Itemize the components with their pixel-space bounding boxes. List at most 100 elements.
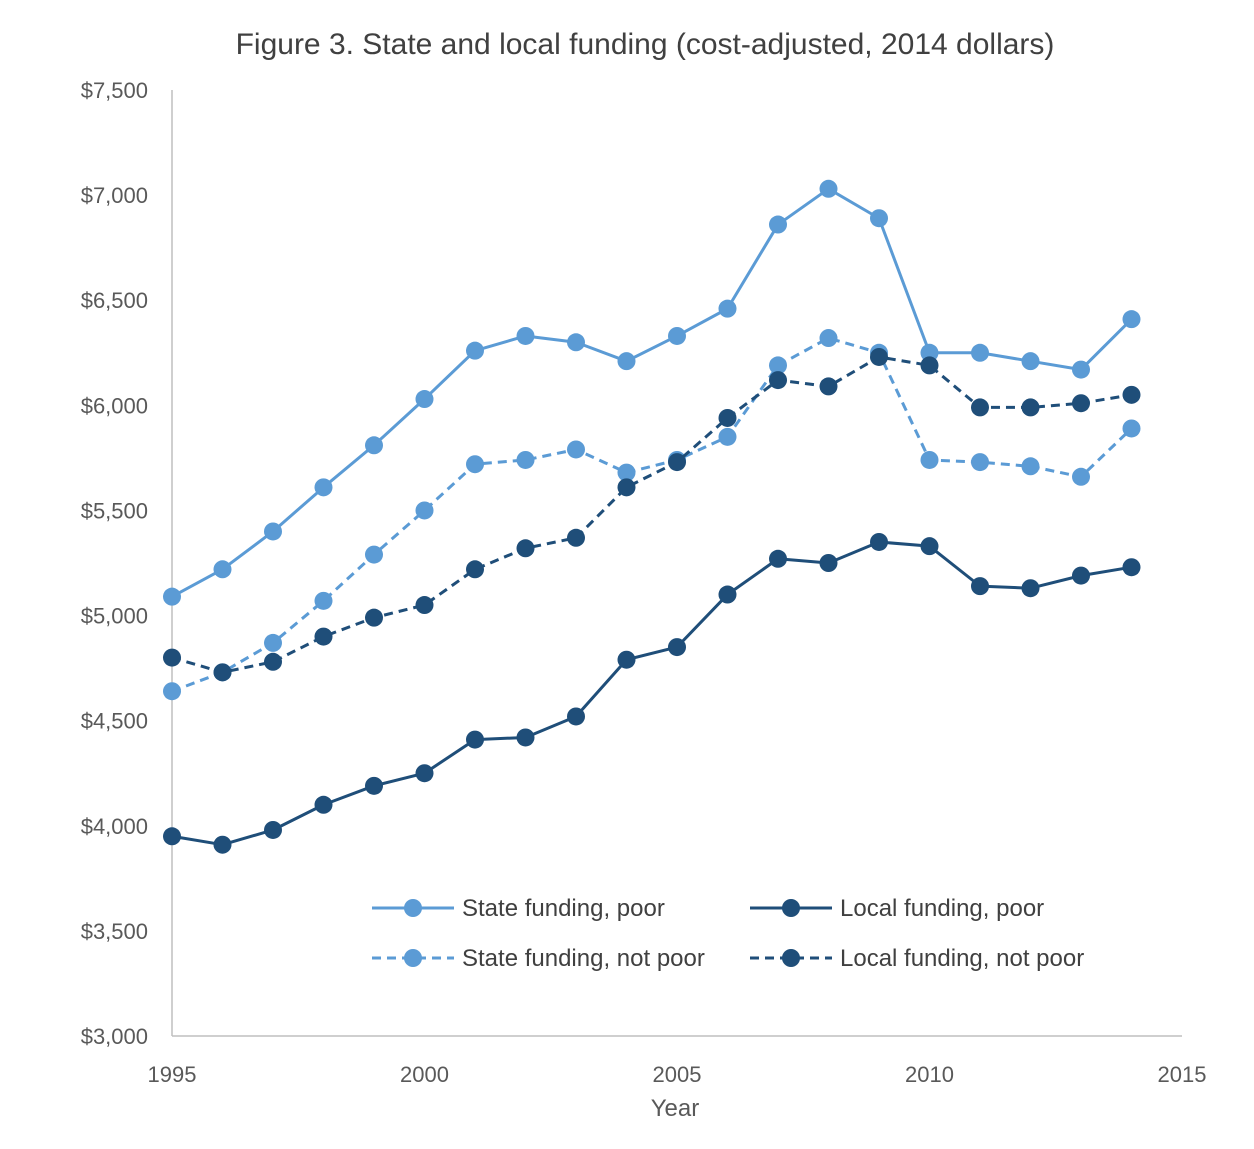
legend-item: Local funding, not poor xyxy=(750,945,1084,972)
legend: State funding, poor Local funding, poor St… xyxy=(372,895,1084,972)
data-point xyxy=(668,453,686,472)
data-point xyxy=(870,347,888,366)
data-point xyxy=(920,537,939,556)
data-point xyxy=(1122,310,1141,329)
y-tick-label: $6,000 xyxy=(81,393,148,418)
data-point xyxy=(415,764,434,783)
data-point xyxy=(567,528,585,547)
data-point xyxy=(769,215,787,234)
data-point xyxy=(365,608,383,627)
series-state-funding-not-poor xyxy=(163,329,1141,701)
y-tick-label: $4,500 xyxy=(81,709,148,734)
data-point xyxy=(769,356,787,375)
data-point xyxy=(415,596,434,615)
data-point xyxy=(769,371,787,390)
data-point xyxy=(466,560,484,579)
data-point xyxy=(1072,566,1090,585)
data-point xyxy=(163,827,181,846)
data-point xyxy=(466,455,484,474)
legend-marker xyxy=(404,899,422,917)
data-point xyxy=(718,427,737,446)
legend-marker xyxy=(782,949,800,967)
data-point xyxy=(213,560,232,579)
y-axis-ticks: $3,000 $3,500 $4,000 $4,500 $5,000 $5,500 $6,0… xyxy=(81,78,148,1049)
legend-label: State funding, not poor xyxy=(462,945,705,972)
data-point xyxy=(314,478,333,497)
y-tick-label: $4,000 xyxy=(81,814,148,839)
data-point xyxy=(213,835,232,854)
series-local-funding-not-poor xyxy=(163,347,1141,682)
data-point xyxy=(769,549,787,568)
data-point xyxy=(466,341,484,360)
data-point xyxy=(617,478,636,497)
axes xyxy=(171,90,1182,1037)
series-group xyxy=(163,179,1141,854)
data-point xyxy=(617,463,636,482)
y-tick-label: $3,500 xyxy=(81,919,148,944)
data-point xyxy=(1122,419,1141,438)
data-point xyxy=(163,587,181,606)
data-point xyxy=(668,326,686,345)
data-point xyxy=(971,398,989,417)
data-point xyxy=(365,545,383,564)
chart-title: Figure 3. State and local funding (cost-… xyxy=(236,28,1055,61)
data-point xyxy=(1021,352,1040,371)
x-tick-label: 2010 xyxy=(905,1062,954,1087)
data-point xyxy=(516,539,535,558)
data-point xyxy=(819,554,838,572)
series-line xyxy=(171,187,1133,598)
data-point xyxy=(415,501,434,520)
data-point xyxy=(264,633,282,652)
data-point xyxy=(516,450,535,469)
data-point xyxy=(718,408,737,427)
data-point xyxy=(314,591,333,610)
data-point xyxy=(1072,394,1090,413)
data-point xyxy=(920,356,939,375)
data-point xyxy=(1021,398,1040,417)
data-point xyxy=(1072,360,1090,379)
x-tick-label: 1995 xyxy=(148,1062,197,1087)
data-point xyxy=(1122,385,1141,404)
data-point xyxy=(163,648,181,667)
y-tick-label: $7,000 xyxy=(81,183,148,208)
data-point xyxy=(264,522,282,541)
legend-label: Local funding, not poor xyxy=(840,945,1084,972)
data-point xyxy=(1122,558,1141,577)
data-point xyxy=(870,532,888,551)
data-point xyxy=(971,577,989,596)
data-point xyxy=(163,682,181,701)
data-point xyxy=(617,650,636,669)
data-point xyxy=(819,377,838,396)
data-point xyxy=(516,326,535,345)
x-axis-ticks: 1995 2000 2005 2010 2015 xyxy=(148,1062,1207,1087)
data-point xyxy=(567,707,585,726)
data-point xyxy=(718,299,737,318)
x-axis-title: Year xyxy=(651,1095,700,1122)
data-point xyxy=(971,343,989,362)
y-tick-label: $3,000 xyxy=(81,1024,148,1049)
data-point xyxy=(1072,467,1090,486)
data-point xyxy=(668,638,686,657)
data-point xyxy=(264,652,282,671)
x-tick-label: 2000 xyxy=(400,1062,449,1087)
legend-marker xyxy=(404,949,422,967)
data-point xyxy=(415,390,434,409)
data-point xyxy=(314,627,333,646)
data-point xyxy=(314,795,333,814)
data-point xyxy=(718,585,737,604)
data-point xyxy=(920,343,939,362)
data-point xyxy=(617,352,636,371)
data-point xyxy=(920,450,939,469)
y-tick-label: $5,500 xyxy=(81,498,148,523)
y-tick-label: $6,500 xyxy=(81,288,148,313)
legend-label: Local funding, poor xyxy=(840,895,1044,922)
data-point xyxy=(365,436,383,455)
legend-marker xyxy=(782,899,800,917)
y-tick-label: $5,000 xyxy=(81,604,148,629)
series-local-funding-poor xyxy=(163,532,1141,854)
data-point xyxy=(1021,579,1040,598)
x-tick-label: 2015 xyxy=(1158,1062,1207,1087)
data-point xyxy=(971,453,989,472)
